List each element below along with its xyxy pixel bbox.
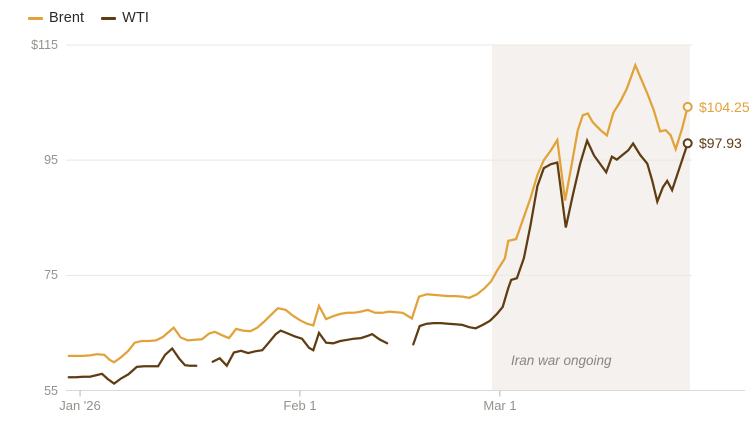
shaded-region-iran-war [492, 45, 690, 391]
y-axis-label-115: $115 [31, 38, 58, 52]
brent-line-swatch-icon [28, 16, 43, 20]
annotation-iran-war: Iran war ongoing [511, 353, 612, 368]
y-axis-label-95: 95 [44, 153, 58, 167]
y-axis-label-75: 75 [44, 268, 58, 282]
y-axis-label-55: 55 [44, 384, 58, 398]
x-axis-label-mar: Mar 1 [483, 398, 517, 413]
series-line-wti [211, 329, 389, 368]
series-end-label-wti: $97.93 [699, 135, 742, 151]
end-marker-brent [682, 101, 693, 112]
end-marker-wti [682, 138, 693, 149]
series-line-brent [67, 62, 689, 364]
wti-line-swatch-icon [101, 16, 117, 20]
legend-item-wti: WTI [101, 10, 149, 26]
legend-item-brent: Brent [28, 10, 84, 26]
series-line-wti [412, 137, 689, 346]
x-axis-label-feb: Feb 1 [283, 398, 317, 413]
series-line-wti [67, 346, 198, 385]
legend: Brent WTI [28, 10, 149, 26]
legend-label-wti: WTI [122, 10, 150, 26]
x-axis-label-jan: Jan '26 [59, 398, 101, 413]
series-end-label-brent: $104.25 [699, 99, 750, 115]
legend-label-brent: Brent [49, 10, 85, 26]
